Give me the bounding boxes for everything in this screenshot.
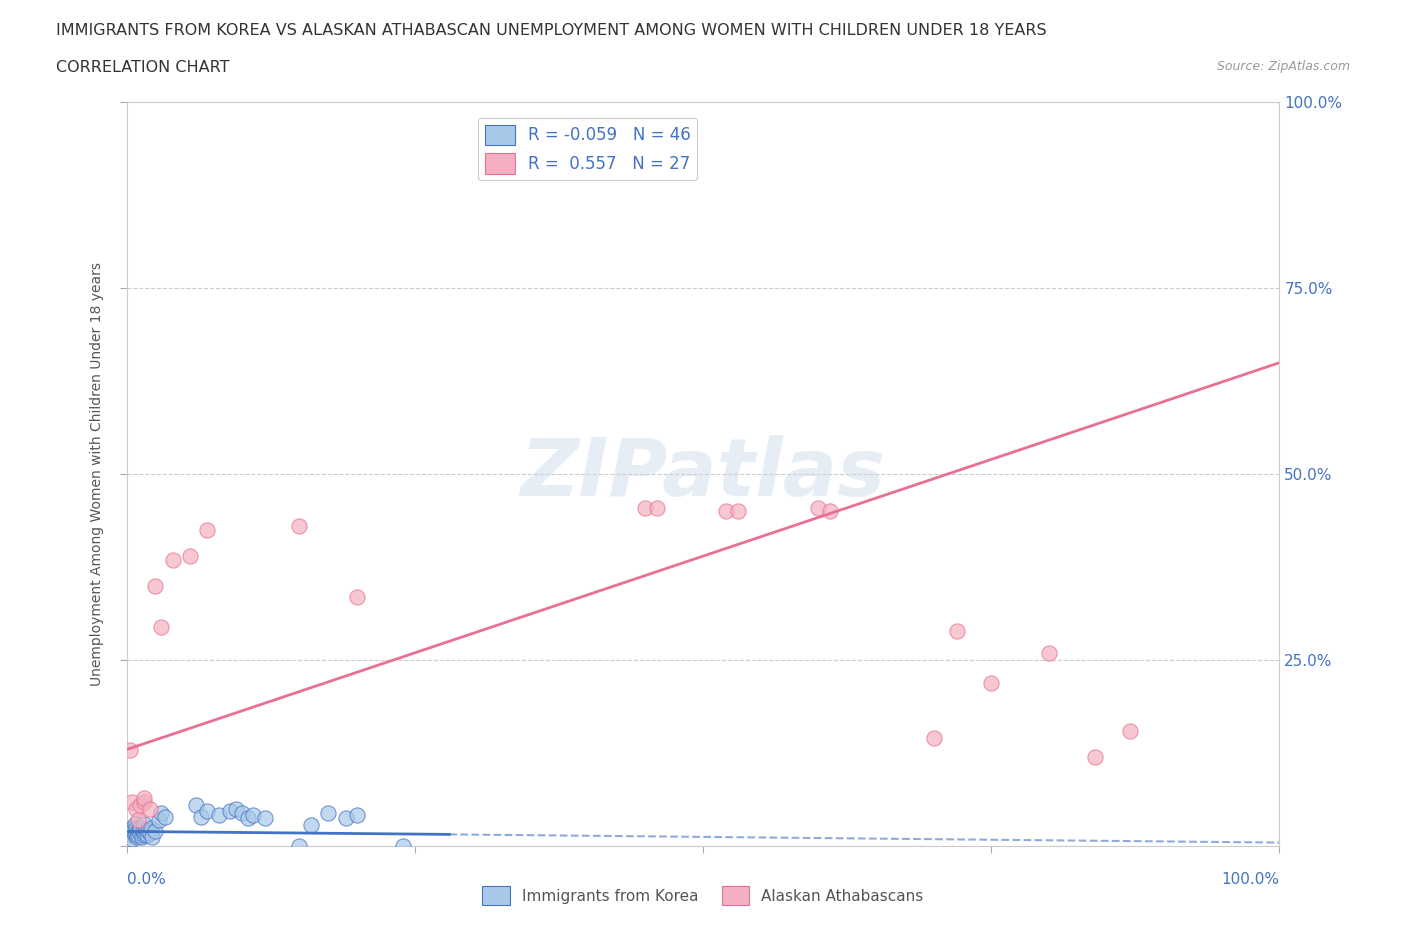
- Point: [121, 831, 143, 846]
- Point: [127, 828, 149, 843]
- Point: [253, 811, 276, 826]
- Text: Source: ZipAtlas.com: Source: ZipAtlas.com: [1216, 60, 1350, 73]
- Legend: R = -0.059   N = 46, R =  0.557   N = 27: R = -0.059 N = 46, R = 0.557 N = 27: [478, 118, 697, 180]
- Point: [139, 820, 162, 835]
- Point: [132, 828, 155, 843]
- Point: [219, 804, 242, 818]
- Point: [125, 802, 148, 817]
- Point: [922, 731, 945, 746]
- Point: [118, 742, 141, 757]
- Point: [132, 790, 155, 805]
- Point: [179, 549, 201, 564]
- Point: [242, 807, 264, 822]
- Text: ZIPatlas: ZIPatlas: [520, 435, 886, 513]
- Text: 100.0%: 100.0%: [1222, 872, 1279, 887]
- Point: [153, 809, 176, 824]
- Point: [124, 828, 146, 843]
- Point: [132, 817, 155, 831]
- Point: [122, 824, 145, 839]
- Point: [231, 805, 253, 820]
- Point: [138, 802, 160, 817]
- Point: [121, 820, 143, 835]
- Point: [121, 794, 143, 809]
- Point: [120, 828, 142, 843]
- Point: [128, 824, 150, 839]
- Point: [818, 504, 841, 519]
- Point: [129, 820, 152, 835]
- Point: [225, 802, 247, 817]
- Point: [125, 826, 148, 841]
- Point: [150, 619, 173, 634]
- Point: [190, 809, 212, 824]
- Point: [148, 813, 170, 828]
- Point: [141, 830, 163, 844]
- Point: [236, 811, 259, 826]
- Point: [132, 794, 155, 809]
- Point: [945, 623, 967, 638]
- Text: 0.0%: 0.0%: [127, 872, 166, 887]
- Point: [138, 826, 160, 841]
- Point: [150, 805, 173, 820]
- Point: [125, 820, 148, 835]
- Point: [135, 822, 157, 837]
- Point: [645, 500, 668, 515]
- Point: [316, 805, 339, 820]
- Point: [136, 828, 159, 843]
- Point: [299, 818, 322, 833]
- Point: [288, 519, 311, 534]
- Point: [138, 824, 160, 839]
- Point: [124, 817, 146, 831]
- Point: [127, 822, 149, 837]
- Point: [1084, 750, 1107, 764]
- Point: [288, 839, 311, 854]
- Point: [807, 500, 830, 515]
- Point: [127, 813, 149, 828]
- Point: [208, 807, 231, 822]
- Point: [134, 826, 156, 841]
- Point: [346, 807, 368, 822]
- Point: [335, 811, 357, 826]
- Point: [1038, 645, 1060, 660]
- Point: [145, 578, 166, 593]
- Point: [1118, 724, 1140, 738]
- Point: [392, 839, 415, 854]
- Point: [184, 798, 207, 813]
- Point: [145, 824, 166, 839]
- Y-axis label: Unemployment Among Women with Children Under 18 years: Unemployment Among Women with Children U…: [90, 262, 104, 686]
- Text: IMMIGRANTS FROM KOREA VS ALASKAN ATHABASCAN UNEMPLOYMENT AMONG WOMEN WITH CHILDR: IMMIGRANTS FROM KOREA VS ALASKAN ATHABAS…: [56, 23, 1047, 38]
- Text: CORRELATION CHART: CORRELATION CHART: [56, 60, 229, 75]
- Point: [714, 504, 737, 519]
- Point: [727, 504, 749, 519]
- Point: [162, 552, 184, 567]
- Point: [129, 826, 152, 841]
- Point: [634, 500, 657, 515]
- Legend: Immigrants from Korea, Alaskan Athabascans: Immigrants from Korea, Alaskan Athabasca…: [477, 881, 929, 911]
- Point: [125, 830, 148, 844]
- Point: [129, 798, 152, 813]
- Point: [980, 675, 1002, 690]
- Point: [131, 830, 153, 844]
- Point: [195, 804, 218, 818]
- Point: [346, 590, 368, 604]
- Point: [195, 523, 218, 538]
- Point: [131, 824, 153, 839]
- Point: [118, 824, 141, 839]
